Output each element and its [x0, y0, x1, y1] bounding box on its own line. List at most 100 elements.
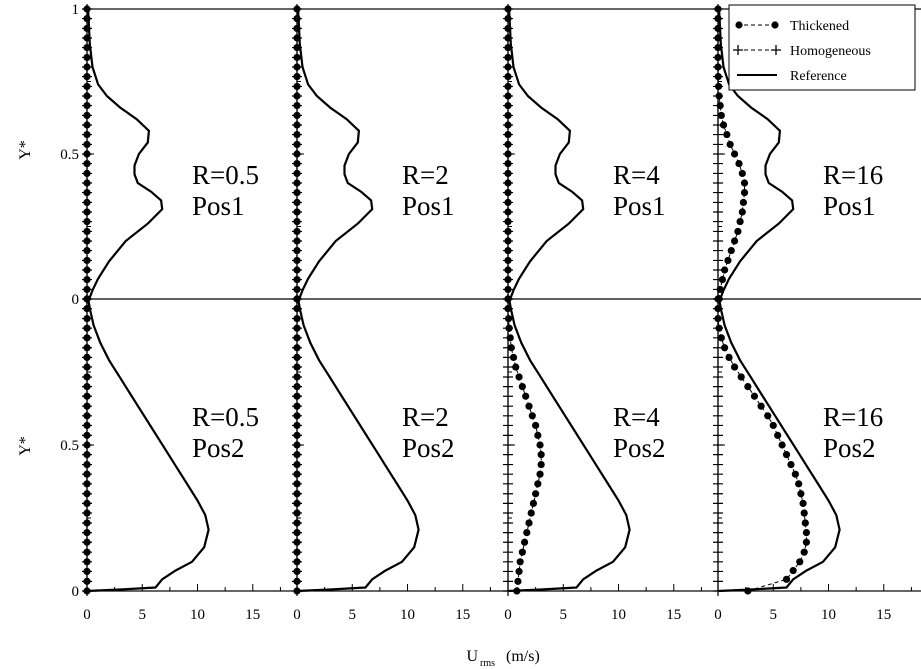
thickened-point [83, 314, 91, 323]
panel-label-ratio: R=4 [613, 160, 660, 190]
thickened-point [83, 198, 91, 207]
homogeneous-point [503, 469, 513, 480]
homogeneous-point [503, 401, 513, 412]
legend-item-homogeneous: Homogeneous [733, 44, 871, 59]
thickened-point [504, 24, 512, 33]
thickened-point [714, 5, 722, 13]
homogeneous-point [713, 517, 723, 528]
thickened-point [744, 587, 752, 595]
thickened-point [504, 101, 512, 110]
thickened-point [504, 188, 512, 197]
thickened-point [83, 538, 91, 546]
thickened-point [83, 246, 91, 255]
thickened-point [83, 490, 91, 498]
thickened-point [782, 575, 791, 583]
reference-line [296, 298, 420, 593]
thickened-point [293, 285, 301, 294]
x-tick-label: 10 [821, 607, 836, 623]
homogeneous-point [713, 371, 723, 382]
thickened-point [83, 441, 91, 449]
homogeneous-point [503, 478, 513, 489]
thickened-point [83, 548, 91, 556]
thickened-point [515, 567, 523, 576]
thickened-point [83, 567, 91, 576]
homogeneous-point [713, 420, 723, 431]
thickened-point [293, 392, 301, 400]
panel-label-ratio: R=16 [823, 160, 883, 190]
thickened-point [750, 392, 759, 400]
homogeneous-point [503, 362, 513, 373]
thickened-point [714, 14, 722, 23]
thickened-point [504, 285, 512, 294]
thickened-point [721, 266, 729, 274]
reference-line [717, 298, 841, 593]
panel-label-ratio: R=0.5 [192, 160, 259, 190]
thickened-point [528, 412, 536, 420]
thickened-point [504, 275, 512, 284]
thickened-point [293, 53, 301, 62]
thickened-point [293, 140, 301, 149]
thickened-point [778, 441, 786, 449]
homogeneous-point [713, 352, 723, 363]
panel-label-ratio: R=0.5 [192, 402, 259, 432]
thickened-point [504, 256, 512, 265]
thickened-point [740, 179, 749, 187]
thickened-point [534, 431, 542, 439]
thickened-point [83, 208, 91, 216]
thickened-point [293, 111, 301, 120]
thickened-point [293, 499, 301, 507]
thickened-point [83, 150, 91, 158]
x-tick-label: 10 [400, 607, 415, 623]
thickened-point [715, 92, 723, 100]
thickened-point [504, 34, 512, 42]
homogeneous-point [713, 216, 723, 227]
thickened-point [504, 82, 512, 91]
thickened-point [737, 373, 745, 381]
thickened-point [714, 82, 723, 91]
homogeneous-point [713, 440, 723, 450]
thickened-point [83, 140, 91, 149]
thickened-point [515, 373, 523, 381]
thickened-point [504, 314, 513, 323]
thickened-point [83, 188, 91, 197]
thickened-point [293, 246, 301, 255]
thickened-point [714, 53, 722, 62]
thickened-point [293, 529, 301, 537]
thickened-point [293, 217, 301, 226]
homogeneous-point [503, 498, 513, 509]
thickened-point [83, 529, 91, 537]
panel-label-position: Pos1 [402, 191, 455, 221]
thickened-point [800, 509, 808, 517]
thickened-point [293, 295, 301, 303]
panel-label-position: Pos1 [192, 191, 245, 221]
reference-line [507, 298, 631, 593]
homogeneous-point [713, 478, 723, 489]
thickened-point [83, 14, 91, 23]
thickened-point [509, 353, 518, 361]
thickened-point [83, 130, 91, 139]
thickened-point [504, 159, 512, 168]
thickened-point [83, 256, 91, 265]
thickened-point [83, 275, 91, 284]
thickened-point [83, 509, 91, 517]
homogeneous-point [713, 547, 723, 558]
thickened-point [504, 92, 512, 100]
legend-marker-dot [735, 21, 743, 29]
homogeneous-point [713, 129, 723, 140]
thickened-point [293, 363, 301, 371]
x-tick-label: 10 [611, 607, 626, 623]
thickened-point [797, 490, 805, 498]
panel-label-position: Pos1 [613, 191, 666, 221]
homogeneous-point [713, 139, 723, 150]
thickened-point [522, 392, 530, 400]
thickened-point [293, 558, 301, 566]
homogeneous-point [713, 459, 723, 470]
thickened-point [293, 441, 301, 449]
thickened-point [83, 72, 91, 81]
thickened-point [718, 275, 727, 284]
panel-label-ratio: R=2 [402, 160, 449, 190]
x-tick-label: 0 [714, 607, 722, 623]
thickened-point [801, 519, 809, 527]
